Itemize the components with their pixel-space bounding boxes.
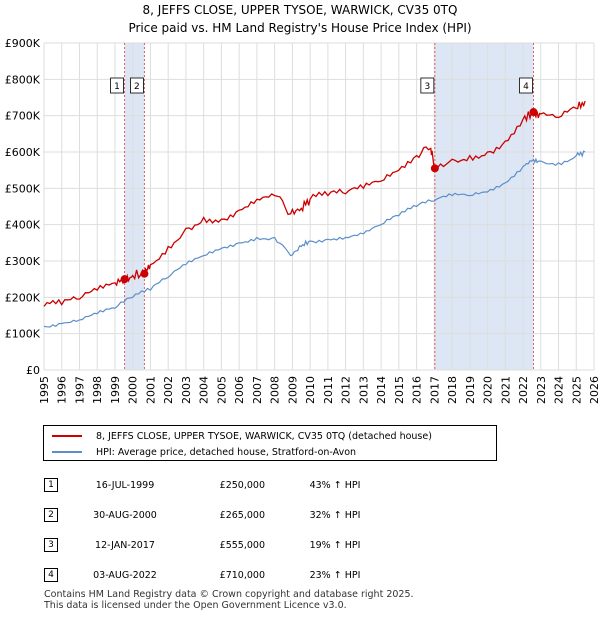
hpi-line <box>43 150 586 328</box>
legend-label-hpi: HPI: Average price, detached house, Stra… <box>96 446 357 458</box>
transaction-price: £555,000 <box>219 540 265 551</box>
x-tick-label: 2005 <box>215 376 228 404</box>
sale-label-4: 4 <box>523 82 529 92</box>
x-tick-label: 2026 <box>588 376 600 404</box>
transaction-number-badge: 2 <box>44 508 58 522</box>
sale-label-box-4 <box>519 77 533 94</box>
x-tick-label: 2008 <box>269 376 282 404</box>
x-tick-label: 2023 <box>535 376 548 404</box>
footer: Contains HM Land Registry data © Crown c… <box>44 589 414 611</box>
legend-item-hpi: HPI: Average price, detached house, Stra… <box>52 444 356 460</box>
x-tick-label: 2018 <box>446 376 459 404</box>
sale-label-box-3 <box>420 77 435 94</box>
legend-swatch-property <box>52 435 82 437</box>
y-tick-label: £400K <box>5 219 41 232</box>
sale-label-2: 2 <box>134 82 140 92</box>
transaction-number-badge: 4 <box>44 568 58 582</box>
sale-point-1 <box>120 275 129 284</box>
x-tick-label: 2019 <box>464 376 477 404</box>
table-row: 2 30-AUG-2000 £265,000 32% ↑ HPI <box>0 506 600 526</box>
transaction-price: £710,000 <box>219 570 265 581</box>
sale-label-1: 1 <box>114 82 120 92</box>
transaction-hpi-change: 23% ↑ HPI <box>309 570 361 581</box>
table-row: 1 16-JUL-1999 £250,000 43% ↑ HPI <box>0 476 600 496</box>
x-tick-label: 2003 <box>180 376 193 404</box>
x-tick-label: 2004 <box>198 376 211 404</box>
ownership-shade <box>434 43 534 370</box>
x-tick-label: 2014 <box>375 376 388 404</box>
transaction-number-badge: 3 <box>44 538 58 552</box>
y-tick-label: £500K <box>5 182 41 195</box>
y-tick-label: £600K <box>5 146 41 159</box>
legend-label-property: 8, JEFFS CLOSE, UPPER TYSOE, WARWICK, CV… <box>96 430 432 442</box>
transaction-hpi-change: 32% ↑ HPI <box>309 510 361 521</box>
y-tick-label: £0 <box>26 364 40 377</box>
x-tick-label: 2000 <box>127 376 140 404</box>
sale-label-3: 3 <box>424 82 430 92</box>
transaction-date: 30-AUG-2000 <box>93 510 157 521</box>
x-tick-label: 2022 <box>517 376 530 404</box>
x-tick-label: 2001 <box>144 376 157 404</box>
chart-title: 8, JEFFS CLOSE, UPPER TYSOE, WARWICK, CV… <box>142 3 458 17</box>
sale-point-4 <box>529 108 538 117</box>
transaction-number-badge: 1 <box>44 478 58 492</box>
y-tick-label: £300K <box>5 255 41 268</box>
table-row: 4 03-AUG-2022 £710,000 23% ↑ HPI <box>0 566 600 586</box>
price-chart: 1 2 3 4 £0 £100K £200K £300K £400K £500K £600K £70… <box>5 37 600 404</box>
footer-licence: This data is licensed under the Open Gov… <box>44 600 347 611</box>
x-tick-label: 2021 <box>499 376 512 404</box>
x-tick-label: 2006 <box>233 376 246 404</box>
legend-swatch-hpi <box>52 451 82 453</box>
x-tick-label: 1997 <box>73 376 86 404</box>
y-tick-label: £800K <box>5 73 41 86</box>
x-tick-label: 1996 <box>56 376 69 404</box>
x-tick-label: 2016 <box>411 376 424 404</box>
transaction-price: £250,000 <box>219 480 265 491</box>
legend-item-property: 8, JEFFS CLOSE, UPPER TYSOE, WARWICK, CV… <box>52 428 432 444</box>
y-tick-label: £100K <box>5 328 41 341</box>
legend: 8, JEFFS CLOSE, UPPER TYSOE, WARWICK, CV… <box>43 425 497 461</box>
x-tick-label: 1999 <box>109 376 122 404</box>
transaction-hpi-change: 19% ↑ HPI <box>309 540 361 551</box>
y-tick-label: £200K <box>5 291 41 304</box>
transaction-date: 16-JUL-1999 <box>95 480 155 491</box>
x-tick-label: 2024 <box>553 376 566 404</box>
sale-point-2 <box>140 269 149 278</box>
x-tick-label: 1998 <box>91 376 104 404</box>
x-tick-label: 2015 <box>393 376 406 404</box>
chart-subtitle: Price paid vs. HM Land Registry's House … <box>128 21 472 35</box>
x-tick-label: 2009 <box>286 376 299 404</box>
x-tick-label: 2012 <box>340 376 353 404</box>
table-row: 3 12-JAN-2017 £555,000 19% ↑ HPI <box>0 536 600 556</box>
property-price-line <box>43 100 586 307</box>
y-tick-label: £900K <box>5 37 41 50</box>
sale-label-box-1 <box>110 77 124 94</box>
transaction-price: £265,000 <box>219 510 265 521</box>
x-tick-label: 2025 <box>570 376 583 404</box>
x-tick-label: 2010 <box>304 376 317 404</box>
x-tick-label: 2007 <box>251 376 264 404</box>
x-tick-label: 2013 <box>357 376 370 404</box>
sale-point-3 <box>430 164 439 173</box>
x-tick-label: 2017 <box>428 376 441 404</box>
transaction-hpi-change: 43% ↑ HPI <box>309 480 361 491</box>
x-tick-label: 2002 <box>162 376 175 404</box>
x-tick-label: 2011 <box>322 376 335 404</box>
ownership-shade <box>124 43 145 370</box>
x-tick-label: 2020 <box>482 376 495 404</box>
transaction-date: 03-AUG-2022 <box>93 570 157 581</box>
transaction-date: 12-JAN-2017 <box>95 540 155 551</box>
x-tick-label: 1995 <box>38 376 51 404</box>
y-tick-label: £700K <box>5 110 41 123</box>
footer-copyright: Contains HM Land Registry data © Crown c… <box>44 589 414 600</box>
sale-label-box-2 <box>130 77 144 94</box>
